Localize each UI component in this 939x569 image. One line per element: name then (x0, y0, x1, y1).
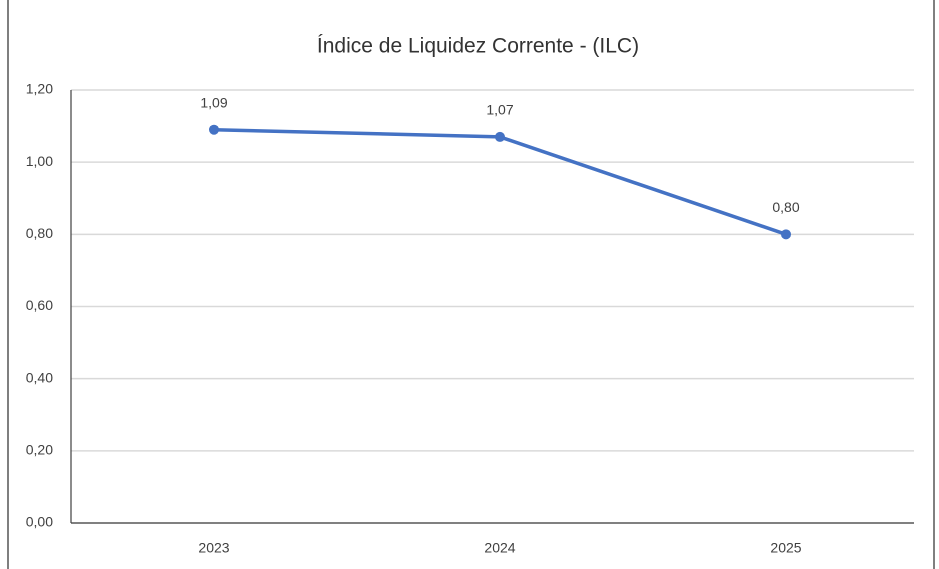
x-tick-label: 2023 (198, 540, 229, 556)
y-tick-label: 0,00 (26, 514, 53, 530)
x-tick-label: 2024 (484, 540, 515, 556)
point (781, 229, 791, 240)
y-tick-label: 1,00 (26, 153, 53, 169)
point (209, 124, 219, 135)
data-label: 1,07 (486, 102, 513, 118)
y-tick-label: 0,40 (26, 369, 53, 385)
chart-title: Índice de Liquidez Corrente - (ILC) (317, 35, 639, 58)
point (495, 131, 505, 142)
y-tick-label: 1,20 (26, 81, 53, 97)
y-tick-label: 0,80 (26, 225, 53, 241)
data-label: 0,80 (772, 199, 799, 215)
x-tick-label: 2025 (770, 540, 801, 556)
y-tick-label: 0,20 (26, 442, 53, 458)
y-tick-label: 0,60 (26, 297, 53, 313)
chart-frame (7, 0, 935, 569)
data-label: 1,09 (200, 94, 227, 110)
